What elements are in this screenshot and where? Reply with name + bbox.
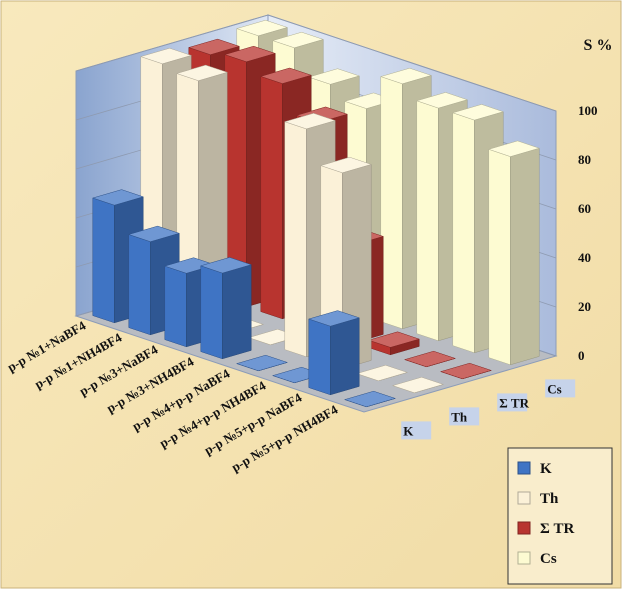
legend-swatch <box>517 521 531 535</box>
bar-front <box>128 234 151 336</box>
bar-top <box>271 31 325 49</box>
depth-label: Cs <box>547 381 561 396</box>
bar-top <box>319 156 373 174</box>
legend-label: Th <box>540 491 559 507</box>
bar-front <box>260 76 283 320</box>
legend: K Th Σ TR Cs <box>507 447 613 585</box>
bar <box>487 140 541 366</box>
bar-top <box>343 390 397 408</box>
bar-top <box>223 45 277 63</box>
y-tick-label: 0 <box>578 348 585 363</box>
bar-front <box>452 112 475 354</box>
legend-swatch <box>517 551 531 565</box>
legend-label: K <box>540 461 552 477</box>
y-tick-label: 80 <box>578 152 591 167</box>
bar <box>235 354 289 372</box>
grid-line <box>75 14 557 112</box>
bar-side <box>510 147 540 366</box>
depth-label-bg <box>497 393 528 412</box>
bar-top <box>235 354 289 372</box>
bar-top <box>391 376 445 394</box>
bar-top <box>139 47 193 65</box>
bar-front <box>200 265 223 360</box>
bar-top <box>187 38 241 55</box>
bar-front <box>164 265 187 348</box>
bar-top <box>259 67 313 84</box>
depth-label: Σ TR <box>499 395 529 410</box>
depth-label: Th <box>451 409 468 424</box>
bar-front <box>92 197 115 324</box>
y-tick-label: 20 <box>578 299 591 314</box>
legend-swatch <box>517 461 531 475</box>
bar-front <box>488 148 511 366</box>
bar-top <box>355 364 409 382</box>
bar <box>355 364 409 382</box>
bar-top <box>199 257 253 274</box>
depth-label: K <box>403 423 414 438</box>
bar-front <box>380 76 403 330</box>
bar-top <box>439 362 493 380</box>
bar-front <box>284 121 307 358</box>
y-axis-title: S % <box>584 37 613 54</box>
legend-label: Cs <box>540 551 557 567</box>
bar-top <box>403 350 457 368</box>
depth-label-bg <box>545 379 576 398</box>
bar-top <box>487 140 541 157</box>
y-tick-label: 100 <box>578 103 598 118</box>
bar-top <box>451 104 505 121</box>
bar-front <box>308 318 331 396</box>
depth-label-bg <box>401 421 432 440</box>
bar-front <box>416 100 439 342</box>
bar-top <box>91 189 145 206</box>
legend-swatch <box>517 491 531 505</box>
legend-label: Σ TR <box>540 521 575 537</box>
bar <box>439 362 493 380</box>
bar <box>199 257 253 360</box>
depth-label-bg <box>449 407 480 426</box>
bar-top <box>175 64 229 81</box>
bar-top <box>283 113 337 130</box>
bar-top <box>379 67 433 85</box>
y-tick-label: 60 <box>578 201 591 216</box>
bar-top <box>415 92 469 109</box>
bar <box>403 350 457 368</box>
bar-top <box>367 331 421 348</box>
bar-top <box>235 19 289 37</box>
bar <box>343 390 397 408</box>
bar-side <box>330 317 360 396</box>
bar <box>391 376 445 394</box>
bar-top <box>307 310 361 327</box>
bar-top <box>307 68 361 85</box>
bar <box>175 64 229 322</box>
bar-side <box>222 264 252 360</box>
bar-top <box>127 225 181 242</box>
bar <box>307 310 361 396</box>
y-tick-label: 40 <box>578 250 591 265</box>
